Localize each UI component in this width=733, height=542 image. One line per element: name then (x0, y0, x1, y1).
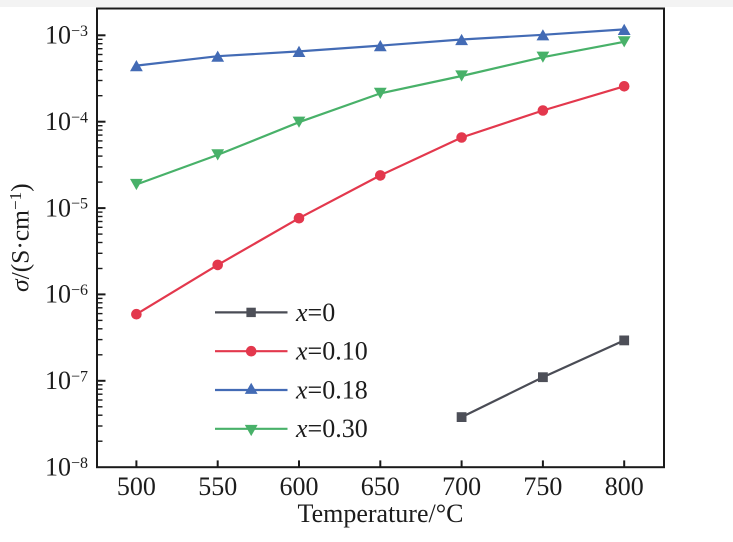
svg-text:x=0.30: x=0.30 (295, 414, 368, 443)
svg-text:500: 500 (117, 472, 156, 501)
svg-text:550: 550 (198, 472, 237, 501)
svg-text:750: 750 (523, 472, 562, 501)
svg-text:x=0.10: x=0.10 (295, 337, 368, 366)
svg-text:x=0.18: x=0.18 (295, 375, 368, 404)
svg-text:600: 600 (280, 472, 319, 501)
svg-text:700: 700 (442, 472, 481, 501)
svg-text:650: 650 (361, 472, 400, 501)
svg-text:x=0: x=0 (295, 298, 335, 327)
svg-text:10−6: 10−6 (45, 280, 88, 309)
svg-text:Temperature/°C: Temperature/°C (298, 499, 464, 528)
svg-text:800: 800 (605, 472, 644, 501)
